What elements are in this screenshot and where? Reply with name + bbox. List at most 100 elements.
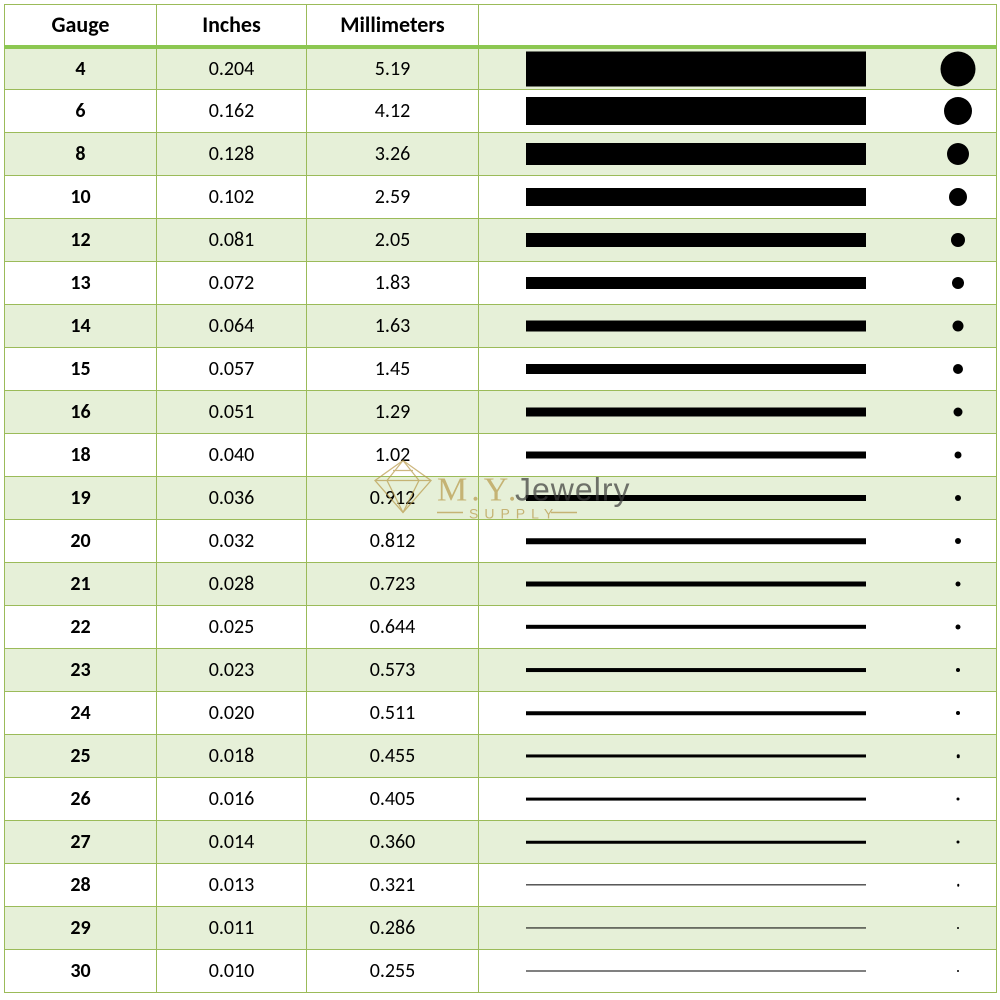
cell-mm: 1.45 bbox=[307, 348, 479, 391]
thickness-dot bbox=[956, 754, 960, 758]
table-body: 40.2045.1960.1624.1280.1283.26100.1022.5… bbox=[5, 47, 997, 993]
thickness-dot bbox=[953, 364, 963, 374]
table-row: 280.0130.321 bbox=[5, 864, 997, 907]
table-row: 260.0160.405 bbox=[5, 778, 997, 821]
cell-mm: 2.05 bbox=[307, 219, 479, 262]
table-row: 60.1624.12 bbox=[5, 90, 997, 133]
header-gauge: Gauge bbox=[5, 5, 157, 47]
cell-inches: 0.025 bbox=[157, 606, 307, 649]
table-row: 220.0250.644 bbox=[5, 606, 997, 649]
cell-inches: 0.010 bbox=[157, 950, 307, 993]
cell-visual bbox=[479, 391, 997, 434]
cell-mm: 1.63 bbox=[307, 305, 479, 348]
cell-gauge: 23 bbox=[5, 649, 157, 692]
thickness-bar bbox=[526, 538, 866, 544]
cell-visual bbox=[479, 176, 997, 219]
table-row: 100.1022.59 bbox=[5, 176, 997, 219]
cell-visual bbox=[479, 864, 997, 907]
thickness-dot bbox=[956, 711, 960, 715]
table-row: 80.1283.26 bbox=[5, 133, 997, 176]
cell-inches: 0.057 bbox=[157, 348, 307, 391]
thickness-bar bbox=[526, 798, 866, 801]
cell-mm: 2.59 bbox=[307, 176, 479, 219]
cell-visual bbox=[479, 778, 997, 821]
gauge-table: Gauge Inches Millimeters 40.2045.1960.16… bbox=[4, 4, 997, 993]
cell-inches: 0.032 bbox=[157, 520, 307, 563]
cell-mm: 0.644 bbox=[307, 606, 479, 649]
cell-gauge: 6 bbox=[5, 90, 157, 133]
cell-gauge: 16 bbox=[5, 391, 157, 434]
cell-visual bbox=[479, 563, 997, 606]
header-visual bbox=[479, 5, 997, 47]
cell-gauge: 22 bbox=[5, 606, 157, 649]
cell-visual bbox=[479, 950, 997, 993]
cell-gauge: 4 bbox=[5, 47, 157, 90]
cell-visual bbox=[479, 907, 997, 950]
thickness-dot bbox=[957, 841, 960, 844]
thickness-dot bbox=[949, 188, 967, 206]
header-inches: Inches bbox=[157, 5, 307, 47]
cell-inches: 0.162 bbox=[157, 90, 307, 133]
cell-visual bbox=[479, 47, 997, 90]
cell-gauge: 30 bbox=[5, 950, 157, 993]
cell-inches: 0.040 bbox=[157, 434, 307, 477]
table-row: 40.2045.19 bbox=[5, 47, 997, 90]
thickness-dot bbox=[947, 143, 969, 165]
thickness-dot bbox=[952, 277, 964, 289]
table-row: 180.0401.02 bbox=[5, 434, 997, 477]
cell-inches: 0.064 bbox=[157, 305, 307, 348]
thickness-dot bbox=[957, 884, 960, 887]
cell-mm: 0.405 bbox=[307, 778, 479, 821]
thickness-bar bbox=[526, 668, 866, 672]
cell-mm: 5.19 bbox=[307, 47, 479, 90]
cell-gauge: 27 bbox=[5, 821, 157, 864]
table-row: 210.0280.723 bbox=[5, 563, 997, 606]
thickness-dot bbox=[956, 625, 961, 630]
cell-gauge: 29 bbox=[5, 907, 157, 950]
cell-visual bbox=[479, 520, 997, 563]
cell-mm: 0.255 bbox=[307, 950, 479, 993]
cell-inches: 0.081 bbox=[157, 219, 307, 262]
cell-inches: 0.011 bbox=[157, 907, 307, 950]
cell-mm: 1.29 bbox=[307, 391, 479, 434]
cell-inches: 0.023 bbox=[157, 649, 307, 692]
cell-gauge: 13 bbox=[5, 262, 157, 305]
table-row: 300.0100.255 bbox=[5, 950, 997, 993]
table-row: 230.0230.573 bbox=[5, 649, 997, 692]
table-row: 150.0571.45 bbox=[5, 348, 997, 391]
thickness-bar bbox=[526, 971, 866, 972]
thickness-dot bbox=[955, 495, 961, 501]
thickness-bar bbox=[526, 927, 866, 928]
cell-inches: 0.020 bbox=[157, 692, 307, 735]
table-row: 240.0200.511 bbox=[5, 692, 997, 735]
table-row: 290.0110.286 bbox=[5, 907, 997, 950]
thickness-bar bbox=[526, 277, 866, 289]
table-row: 250.0180.455 bbox=[5, 735, 997, 778]
cell-gauge: 20 bbox=[5, 520, 157, 563]
cell-visual bbox=[479, 735, 997, 778]
cell-gauge: 8 bbox=[5, 133, 157, 176]
thickness-bar bbox=[526, 884, 866, 885]
cell-gauge: 24 bbox=[5, 692, 157, 735]
thickness-dot bbox=[944, 97, 972, 125]
thickness-bar bbox=[526, 841, 866, 844]
cell-gauge: 25 bbox=[5, 735, 157, 778]
cell-gauge: 21 bbox=[5, 563, 157, 606]
cell-inches: 0.014 bbox=[157, 821, 307, 864]
thickness-bar bbox=[526, 495, 866, 501]
thickness-dot bbox=[957, 798, 960, 801]
cell-mm: 0.723 bbox=[307, 563, 479, 606]
cell-mm: 0.321 bbox=[307, 864, 479, 907]
cell-visual bbox=[479, 305, 997, 348]
thickness-bar bbox=[526, 408, 866, 417]
thickness-dot bbox=[957, 927, 959, 929]
table-row: 140.0641.63 bbox=[5, 305, 997, 348]
table-row: 200.0320.812 bbox=[5, 520, 997, 563]
cell-inches: 0.128 bbox=[157, 133, 307, 176]
cell-visual bbox=[479, 649, 997, 692]
thickness-bar bbox=[526, 321, 866, 332]
cell-inches: 0.018 bbox=[157, 735, 307, 778]
thickness-bar bbox=[526, 364, 866, 374]
cell-visual bbox=[479, 821, 997, 864]
thickness-bar bbox=[526, 233, 866, 247]
